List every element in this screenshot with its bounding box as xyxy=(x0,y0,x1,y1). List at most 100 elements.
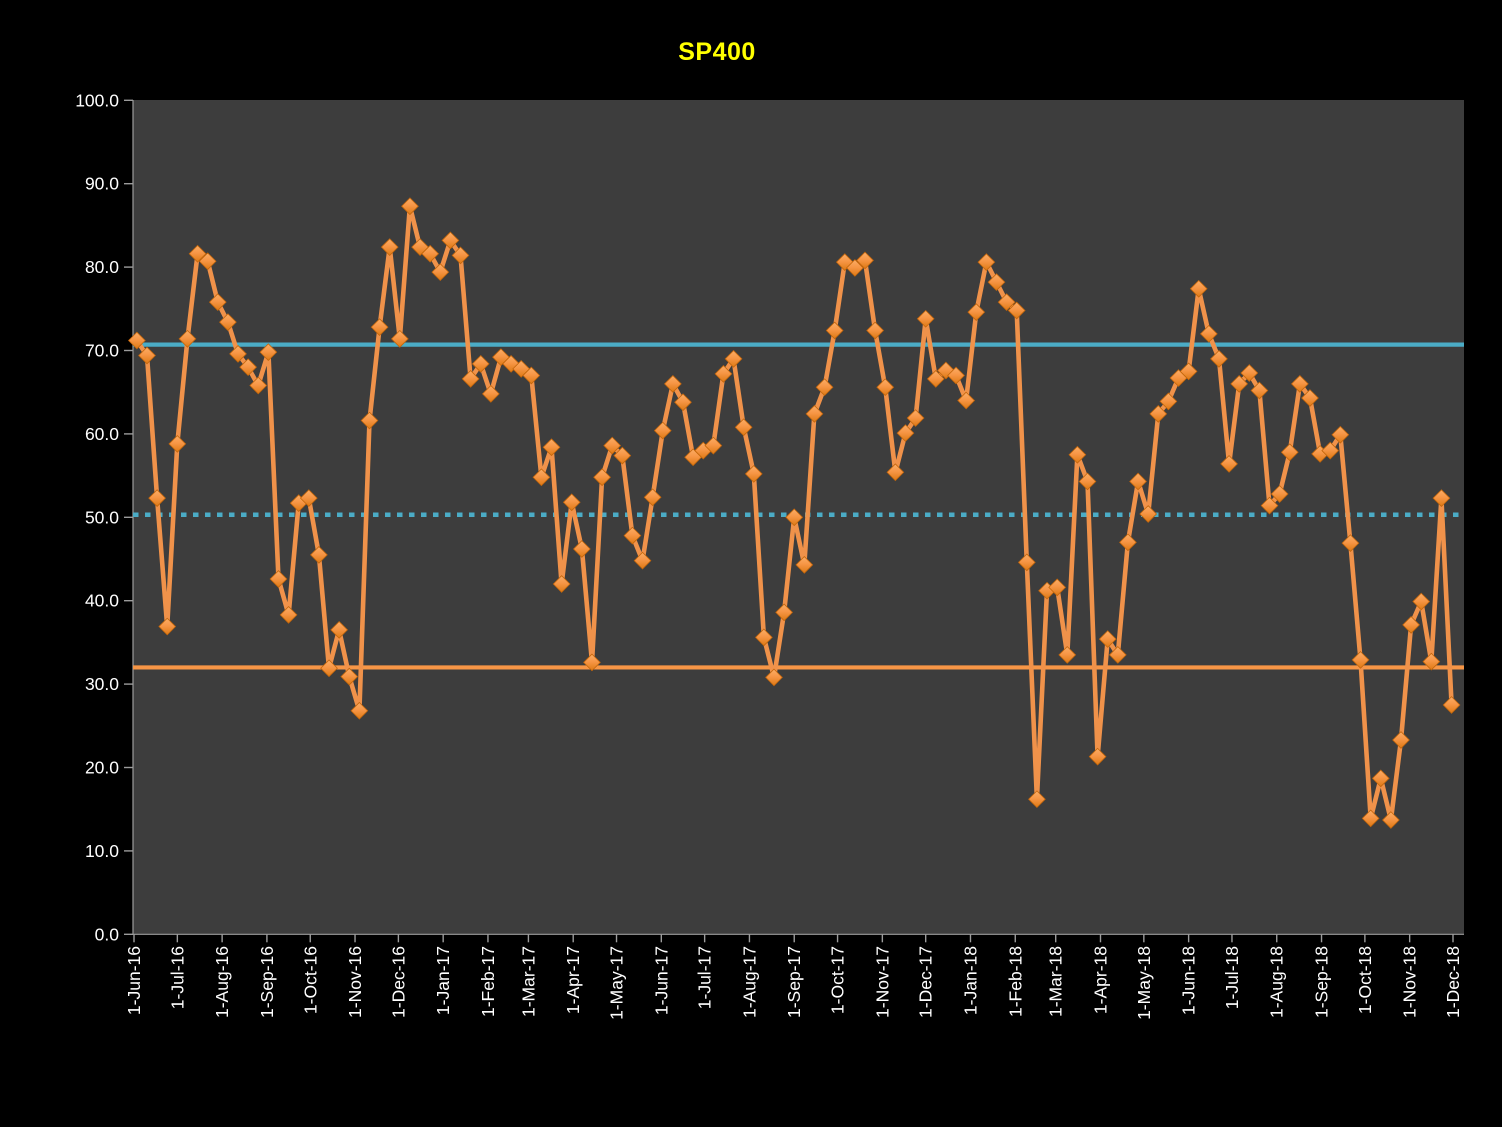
x-axis-label: 1-Mar-17 xyxy=(518,946,538,1017)
data-point-marker xyxy=(552,575,571,593)
data-point-marker xyxy=(704,436,723,455)
y-axis-label: 90.0 xyxy=(85,174,119,194)
data-point-marker xyxy=(1159,392,1178,411)
y-axis-label: 20.0 xyxy=(85,758,119,778)
data-point-marker xyxy=(643,488,662,507)
data-point-marker xyxy=(765,668,783,687)
data-point-marker xyxy=(593,468,611,487)
data-point-marker xyxy=(1392,731,1410,749)
data-point-marker xyxy=(562,493,581,512)
data-point-marker xyxy=(1119,533,1137,552)
data-point-marker xyxy=(269,570,288,588)
x-axis-label: 1-Jul-16 xyxy=(167,946,187,1009)
y-axis-label: 70.0 xyxy=(85,341,119,361)
data-point-marker xyxy=(279,606,298,624)
data-point-marker xyxy=(168,435,187,453)
data-point-marker xyxy=(664,374,682,393)
data-point-marker xyxy=(370,318,389,337)
data-point-marker xyxy=(1068,445,1087,464)
data-point-marker xyxy=(502,354,520,373)
x-axis-label: 1-Mar-18 xyxy=(1046,946,1066,1017)
x-axis-label: 1-Oct-16 xyxy=(300,946,320,1014)
data-point-marker xyxy=(522,366,541,385)
x-axis-label: 1-Dec-16 xyxy=(388,946,408,1018)
data-point-marker xyxy=(330,621,349,639)
data-point-marker xyxy=(1402,616,1420,634)
data-point-marker xyxy=(208,293,227,311)
data-point-marker xyxy=(441,231,460,250)
data-point-marker xyxy=(744,465,763,483)
data-point-marker xyxy=(1088,747,1107,766)
x-axis-label: 1-Feb-17 xyxy=(478,946,498,1017)
y-axis-label: 60.0 xyxy=(85,424,119,444)
x-axis-label: 1-Oct-17 xyxy=(828,946,848,1014)
data-point-marker xyxy=(1129,472,1147,491)
x-axis-label: 1-May-18 xyxy=(1134,946,1154,1020)
data-point-marker xyxy=(896,424,915,442)
data-point-marker xyxy=(957,391,976,410)
data-point-marker xyxy=(1028,790,1046,809)
x-axis-label: 1-Sep-17 xyxy=(784,946,804,1018)
data-point-marker xyxy=(148,489,166,507)
data-point-marker xyxy=(1230,374,1249,393)
data-point-marker xyxy=(947,366,965,385)
data-point-marker xyxy=(259,343,278,362)
data-point-marker xyxy=(310,545,328,564)
x-axis-label: 1-May-17 xyxy=(607,946,627,1020)
data-point-marker xyxy=(1361,809,1380,828)
data-point-marker xyxy=(714,364,733,383)
data-point-marker xyxy=(825,321,844,340)
data-point-marker xyxy=(1007,301,1026,320)
data-point-marker xyxy=(188,244,207,263)
data-point-marker xyxy=(1290,374,1309,393)
data-point-marker xyxy=(926,369,945,388)
x-axis-label: 1-Jan-18 xyxy=(960,946,980,1015)
data-point-marker xyxy=(805,405,824,423)
data-point-marker xyxy=(1301,389,1319,407)
data-point-marker xyxy=(866,321,884,340)
data-point-marker xyxy=(623,526,642,545)
data-point-marker xyxy=(138,346,156,365)
data-point-marker xyxy=(249,376,268,395)
data-point-marker xyxy=(198,252,217,271)
data-point-marker xyxy=(906,409,925,427)
x-axis-label: 1-Sep-16 xyxy=(257,946,277,1018)
data-point-marker xyxy=(1412,592,1431,611)
data-point-marker xyxy=(1098,630,1117,648)
data-point-marker xyxy=(1422,652,1441,671)
data-point-marker xyxy=(977,253,996,271)
data-point-marker xyxy=(755,628,773,647)
data-point-marker xyxy=(360,411,379,430)
data-point-marker xyxy=(1432,489,1451,507)
data-point-marker xyxy=(1058,646,1077,664)
y-axis-label: 30.0 xyxy=(85,674,119,694)
data-point-marker xyxy=(1078,472,1097,491)
data-point-marker xyxy=(633,551,652,570)
x-axis-label: 1-Aug-16 xyxy=(212,946,232,1018)
data-point-marker xyxy=(775,603,793,622)
x-axis-label: 1-Jan-17 xyxy=(433,946,453,1015)
data-point-marker xyxy=(583,653,601,672)
data-point-marker xyxy=(1341,534,1360,553)
data-point-marker xyxy=(1199,324,1218,343)
data-point-marker xyxy=(1017,553,1036,572)
data-point-marker xyxy=(967,303,986,322)
data-point-marker xyxy=(542,438,561,457)
y-axis-label: 50.0 xyxy=(85,507,119,527)
data-point-marker xyxy=(886,463,905,482)
data-point-marker xyxy=(492,348,510,367)
data-point-marker xyxy=(815,378,834,397)
x-axis-label: 1-Dec-18 xyxy=(1443,946,1463,1018)
data-point-marker xyxy=(390,329,409,348)
data-point-marker xyxy=(734,418,753,437)
x-axis-label: 1-Dec-17 xyxy=(916,946,936,1018)
data-point-marker xyxy=(603,436,622,455)
data-point-marker xyxy=(1331,425,1350,444)
data-point-marker xyxy=(1382,811,1400,829)
data-point-marker xyxy=(1371,769,1390,788)
data-point-marker xyxy=(876,378,895,397)
data-point-marker xyxy=(1210,349,1228,368)
data-point-marker xyxy=(320,659,338,678)
